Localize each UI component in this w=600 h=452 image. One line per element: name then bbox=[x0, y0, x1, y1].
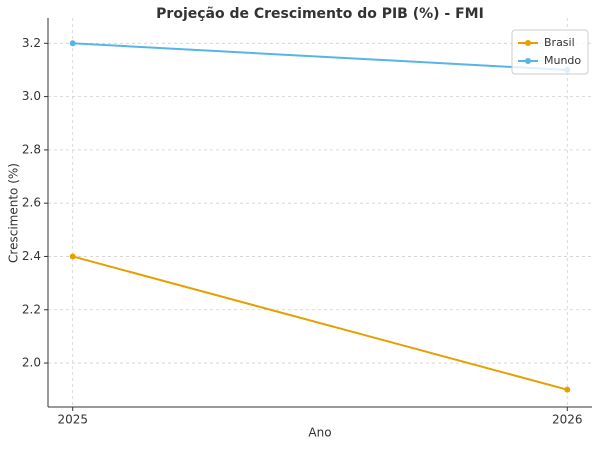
x-tick-label: 2025 bbox=[57, 413, 88, 427]
x-axis-label: Ano bbox=[308, 426, 331, 440]
y-axis-label: Crescimento (%) bbox=[7, 163, 21, 263]
legend-box bbox=[511, 29, 589, 75]
y-tick-label: 2.0 bbox=[22, 356, 41, 370]
legend-label: Mundo bbox=[544, 54, 581, 67]
chart-title: Projeção de Crescimento do PIB (%) - FMI bbox=[156, 6, 484, 22]
y-tick-label: 2.2 bbox=[22, 302, 41, 316]
series-line bbox=[72, 255, 568, 391]
point bbox=[69, 40, 76, 47]
y-tick-label: 2.6 bbox=[22, 196, 41, 210]
series-line bbox=[72, 42, 568, 71]
y-tick-label: 3.0 bbox=[22, 89, 41, 103]
x-tick-label: 2026 bbox=[552, 413, 583, 427]
legend-marker bbox=[525, 58, 531, 64]
legend-marker bbox=[525, 40, 531, 46]
point bbox=[564, 386, 571, 393]
y-tick-label: 2.4 bbox=[22, 249, 41, 263]
y-tick-label: 2.8 bbox=[22, 142, 41, 156]
point bbox=[69, 253, 76, 260]
legend-label: Brasil bbox=[544, 36, 575, 49]
y-tick-label: 3.2 bbox=[22, 36, 41, 50]
